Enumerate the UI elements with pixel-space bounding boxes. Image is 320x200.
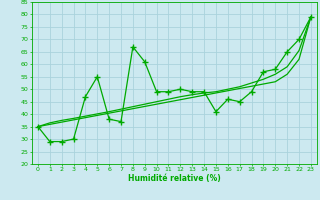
X-axis label: Humidité relative (%): Humidité relative (%) xyxy=(128,174,221,183)
